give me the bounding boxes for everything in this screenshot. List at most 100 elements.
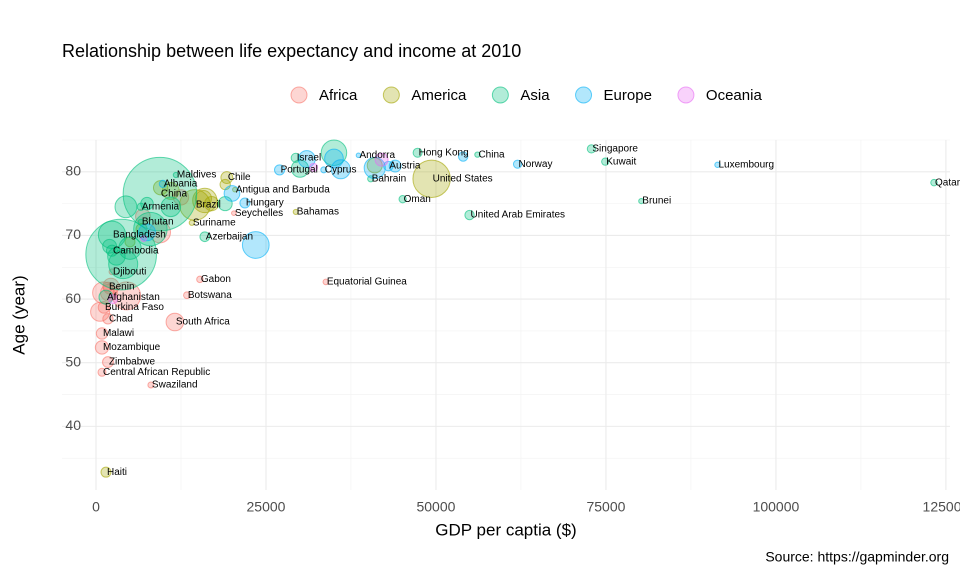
bubble	[324, 148, 344, 169]
point-label: Cambodia	[113, 245, 159, 256]
x-tick-label: 125000	[923, 499, 960, 515]
bubble	[100, 466, 112, 478]
x-tick-label: 75000	[586, 499, 625, 515]
point-label: Albania	[164, 179, 198, 190]
y-tick-label: 50	[65, 353, 81, 369]
point-label: Bahamas	[297, 207, 339, 218]
point-label: Gabon	[201, 274, 231, 285]
point-label: Norway	[519, 159, 553, 170]
bubble	[232, 186, 238, 193]
point-label: Antigua and Barbuda	[236, 184, 330, 195]
point-label: Bangladesh	[113, 229, 166, 240]
point-label: Central African Republic	[103, 367, 210, 378]
point-label: South Africa	[176, 317, 230, 328]
point-label: Suriname	[193, 217, 236, 228]
bubble	[320, 139, 348, 166]
y-tick-label: 80	[65, 163, 81, 179]
x-tick-label: 100000	[753, 499, 800, 515]
point-label: Burkina Faso	[105, 302, 164, 313]
x-tick-label: 0	[92, 499, 100, 515]
point-label: Brunei	[642, 196, 671, 207]
bubble	[464, 209, 475, 221]
points	[85, 139, 938, 478]
legend-label: America	[411, 87, 467, 104]
point-label: Seychelles	[235, 208, 283, 219]
point-label: Hong Kong	[419, 147, 469, 158]
point-label: China	[478, 149, 505, 160]
y-axis-title: Age (year)	[9, 275, 28, 354]
bubble	[330, 159, 351, 180]
y-tick-label: 70	[65, 226, 81, 242]
bubble	[194, 189, 213, 208]
grid	[62, 139, 950, 490]
legend-swatch	[677, 86, 695, 104]
legend-label: Europe	[604, 87, 652, 104]
point-label: Swaziland	[152, 380, 198, 391]
bubble	[183, 291, 191, 300]
point-label: Zimbabwe	[109, 357, 156, 368]
bubble	[457, 151, 469, 162]
legend-swatch	[382, 86, 400, 104]
bubble	[172, 171, 179, 179]
point-label: Singapore	[592, 144, 638, 155]
bubble	[165, 312, 185, 332]
bubble	[199, 231, 211, 243]
point-label: Azerbaijan	[206, 231, 253, 242]
point-label: Haiti	[107, 467, 127, 478]
bubble	[586, 144, 597, 154]
bubble	[388, 159, 402, 173]
legend-label: Asia	[520, 87, 550, 104]
bubble	[160, 196, 182, 218]
bubble	[90, 301, 111, 322]
bubble	[322, 278, 330, 286]
bubble	[98, 289, 114, 305]
point-label: Chile	[228, 172, 251, 183]
x-tick-label: 50000	[416, 499, 455, 515]
bubble	[223, 185, 241, 202]
bubble	[290, 159, 310, 178]
bubble	[292, 208, 299, 215]
bubble	[309, 162, 319, 172]
point-label: Bahrain	[372, 173, 406, 184]
point-label: Austria	[389, 161, 421, 172]
bubble	[97, 367, 107, 377]
point-label: Chad	[109, 313, 133, 324]
legend-swatch	[290, 86, 308, 104]
bubble	[133, 211, 168, 247]
bubble	[161, 181, 180, 200]
bubble	[374, 152, 389, 167]
point-label: Maldives	[177, 170, 216, 181]
point-label: China	[161, 189, 188, 200]
x-axis-title: GDP per captia ($)	[435, 520, 576, 539]
x-tick-label: 25000	[247, 499, 286, 515]
bubble	[147, 381, 155, 389]
legend-swatch	[575, 86, 593, 104]
labels: Gabon Botswana South Africa Equatorial Guin…	[103, 144, 960, 478]
bubble	[94, 340, 110, 355]
point-label: Andorra	[359, 150, 395, 161]
bubble	[512, 159, 523, 169]
bubble	[714, 161, 721, 168]
bubble	[140, 196, 154, 211]
y-tick-label: 60	[65, 290, 81, 306]
bubble	[107, 294, 119, 305]
bubble	[231, 210, 237, 216]
bubble	[108, 249, 139, 280]
legend-label: Oceania	[706, 87, 763, 104]
legend: Africa America Asia Europe Oceania	[290, 86, 763, 104]
bubble	[398, 195, 407, 204]
point-label: Djibouti	[113, 266, 146, 277]
bubble	[241, 231, 270, 259]
bubble	[297, 150, 316, 169]
bubble	[474, 151, 481, 158]
bubble	[320, 166, 328, 174]
point-label: Brazil	[196, 200, 221, 211]
bubble	[188, 219, 196, 226]
point-label: Kuwait	[606, 156, 636, 167]
point-label: Mozambique	[103, 342, 161, 353]
bubble	[102, 238, 118, 254]
point-label: Afghanistan	[107, 292, 160, 303]
bubble	[203, 196, 220, 212]
y-tick-label: 40	[65, 417, 81, 433]
